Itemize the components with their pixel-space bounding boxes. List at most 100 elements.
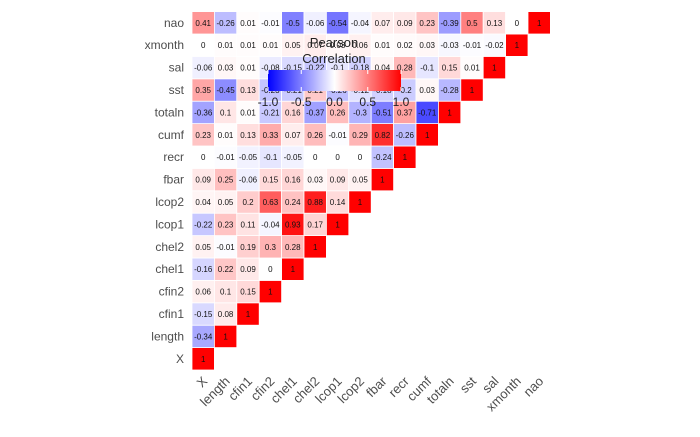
cell-value-cfin2-cfin1: 0.15 — [240, 288, 256, 297]
cell-value-sst-sst: 1 — [470, 86, 475, 95]
cell-value-chel1-length: 0.22 — [218, 265, 234, 274]
cell-value-xmonth-lcop1: 0.03 — [330, 41, 346, 50]
cell-value-xmonth-sst: -0.01 — [463, 41, 482, 50]
legend-tick-label: 1.0 — [393, 95, 410, 109]
cell-value-lcop2-chel2: 0.88 — [307, 198, 323, 207]
legend-colorbar — [268, 70, 401, 91]
cell-value-cfin2-length: 0.1 — [220, 288, 232, 297]
cell-value-fbar-length: 0.25 — [218, 176, 234, 185]
cell-value-lcop1-chel1: 0.93 — [285, 220, 301, 229]
row-label-recr: recr — [163, 150, 184, 164]
cell-value-lcop2-cfin1: 0.2 — [242, 198, 254, 207]
column-label-sst: sst — [457, 373, 480, 396]
cell-value-cumf-lcop1: -0.01 — [328, 131, 347, 140]
cell-value-sst-cumf: 0.03 — [419, 86, 435, 95]
cell-value-sal-totaln: 0.15 — [442, 64, 458, 73]
cell-value-nao-chel1: -0.5 — [286, 19, 300, 28]
cell-value-totaln-cfin1: 0.01 — [240, 108, 256, 117]
cell-value-cumf-cfin2: 0.33 — [263, 131, 279, 140]
cell-value-totaln-cfin2: -0.21 — [261, 108, 280, 117]
row-label-lcop2: lcop2 — [155, 195, 184, 209]
cell-value-chel2-chel2: 1 — [313, 243, 318, 252]
cell-value-lcop1-cfin1: 0.11 — [241, 220, 257, 229]
cell-value-X-X: 1 — [201, 355, 206, 364]
cell-value-lcop2-X: 0.04 — [195, 198, 211, 207]
row-label-nao: nao — [164, 16, 184, 30]
cell-value-sal-fbar: 0.04 — [375, 64, 391, 73]
cell-value-chel1-X: -0.16 — [194, 265, 213, 274]
cell-value-sal-length: 0.03 — [218, 64, 234, 73]
column-label-nao: nao — [520, 374, 546, 400]
cell-value-totaln-X: -0.36 — [194, 108, 213, 117]
cell-value-recr-chel1: -0.05 — [284, 153, 303, 162]
cell-value-recr-length: -0.01 — [216, 153, 235, 162]
cell-value-nao-X: 0.41 — [195, 19, 211, 28]
legend-tick-label: 0.0 — [326, 95, 343, 109]
row-label-sal: sal — [169, 61, 184, 75]
row-label-chel2: chel2 — [155, 240, 184, 254]
cell-value-xmonth-X: 0 — [201, 41, 206, 50]
cell-value-cumf-cumf: 1 — [425, 131, 430, 140]
cell-value-xmonth-chel2: 0.07 — [307, 41, 323, 50]
cell-value-totaln-lcop2: -0.3 — [353, 108, 367, 117]
legend-tick-label: -1.0 — [258, 95, 279, 109]
row-label-lcop1: lcop1 — [155, 217, 184, 231]
cell-value-xmonth-cfin2: 0.01 — [263, 41, 279, 50]
cell-value-cumf-chel2: 0.26 — [307, 131, 323, 140]
row-label-totaln: totaln — [155, 105, 184, 119]
cell-value-chel2-X: 0.05 — [195, 243, 211, 252]
cell-value-totaln-chel1: 0.16 — [285, 108, 301, 117]
cell-value-xmonth-sal: -0.02 — [485, 41, 504, 50]
cell-value-nao-length: -0.26 — [216, 19, 235, 28]
cell-value-lcop1-X: -0.22 — [194, 220, 213, 229]
cell-value-chel1-cfin1: 0.09 — [240, 265, 256, 274]
cell-value-recr-lcop2: 0 — [358, 153, 363, 162]
cell-value-fbar-cfin1: -0.06 — [239, 176, 258, 185]
cell-value-lcop2-lcop2: 1 — [358, 198, 363, 207]
cell-value-cfin1-X: -0.15 — [194, 310, 213, 319]
cell-value-totaln-cumf: -0.71 — [418, 108, 437, 117]
cell-value-recr-cfin2: -0.1 — [264, 153, 278, 162]
cell-value-nao-sst: 0.5 — [466, 19, 478, 28]
cell-value-recr-fbar: -0.24 — [373, 153, 392, 162]
cell-value-totaln-recr: 0.37 — [397, 108, 413, 117]
cell-value-sal-X: -0.06 — [194, 64, 213, 73]
cell-value-totaln-lcop1: 0.26 — [330, 108, 346, 117]
cell-value-lcop2-length: 0.05 — [218, 198, 234, 207]
cell-value-chel2-chel1: 0.28 — [285, 243, 301, 252]
cell-value-chel2-cfin1: 0.19 — [240, 243, 256, 252]
legend-tick-label: 0.5 — [359, 95, 376, 109]
cell-value-chel2-length: -0.01 — [216, 243, 235, 252]
cell-value-recr-chel2: 0 — [313, 153, 318, 162]
cell-value-xmonth-totaln: -0.03 — [440, 41, 459, 50]
cell-value-sst-length: -0.45 — [216, 86, 235, 95]
cell-value-nao-lcop2: -0.04 — [351, 19, 370, 28]
cell-value-cumf-chel1: 0.07 — [285, 131, 301, 140]
legend: Pearson Correlation -1.0 -0.5 0.0 0.5 1.0 — [258, 35, 410, 109]
cell-value-xmonth-cumf: 0.03 — [419, 41, 435, 50]
cell-value-sal-lcop1: -0.1 — [331, 64, 345, 73]
cell-value-cumf-recr: -0.26 — [396, 131, 415, 140]
cells-layer: 1 -0.34 1 -0.15 0.08 1 0.06 0.1 0.15 1 -0.16 0.22 0.… — [191, 11, 551, 371]
row-label-fbar: fbar — [163, 173, 184, 187]
cell-value-lcop1-length: 0.23 — [218, 220, 234, 229]
cell-value-lcop2-lcop1: 0.14 — [330, 198, 346, 207]
cell-value-fbar-chel2: 0.03 — [307, 176, 323, 185]
cell-value-recr-recr: 1 — [403, 153, 408, 162]
cell-value-fbar-fbar: 1 — [380, 176, 385, 185]
cell-value-xmonth-lcop2: 0.06 — [352, 41, 368, 50]
row-label-chel1: chel1 — [155, 262, 184, 276]
cell-value-sal-cfin2: -0.08 — [261, 64, 280, 73]
cell-value-sal-chel2: -0.22 — [306, 64, 325, 73]
cell-value-chel1-cfin2: 0 — [268, 265, 273, 274]
cell-value-length-length: 1 — [223, 332, 228, 341]
cell-value-cumf-length: 0.01 — [218, 131, 234, 140]
cell-value-xmonth-cfin1: 0.01 — [240, 41, 256, 50]
cell-value-sal-lcop2: -0.18 — [351, 64, 370, 73]
legend-tick-label: -0.5 — [291, 95, 312, 109]
cell-value-nao-fbar: 0.07 — [375, 19, 391, 28]
cell-value-cfin2-cfin2: 1 — [268, 288, 273, 297]
cell-value-totaln-fbar: -0.51 — [373, 108, 392, 117]
cell-value-totaln-chel2: -0.37 — [306, 108, 325, 117]
